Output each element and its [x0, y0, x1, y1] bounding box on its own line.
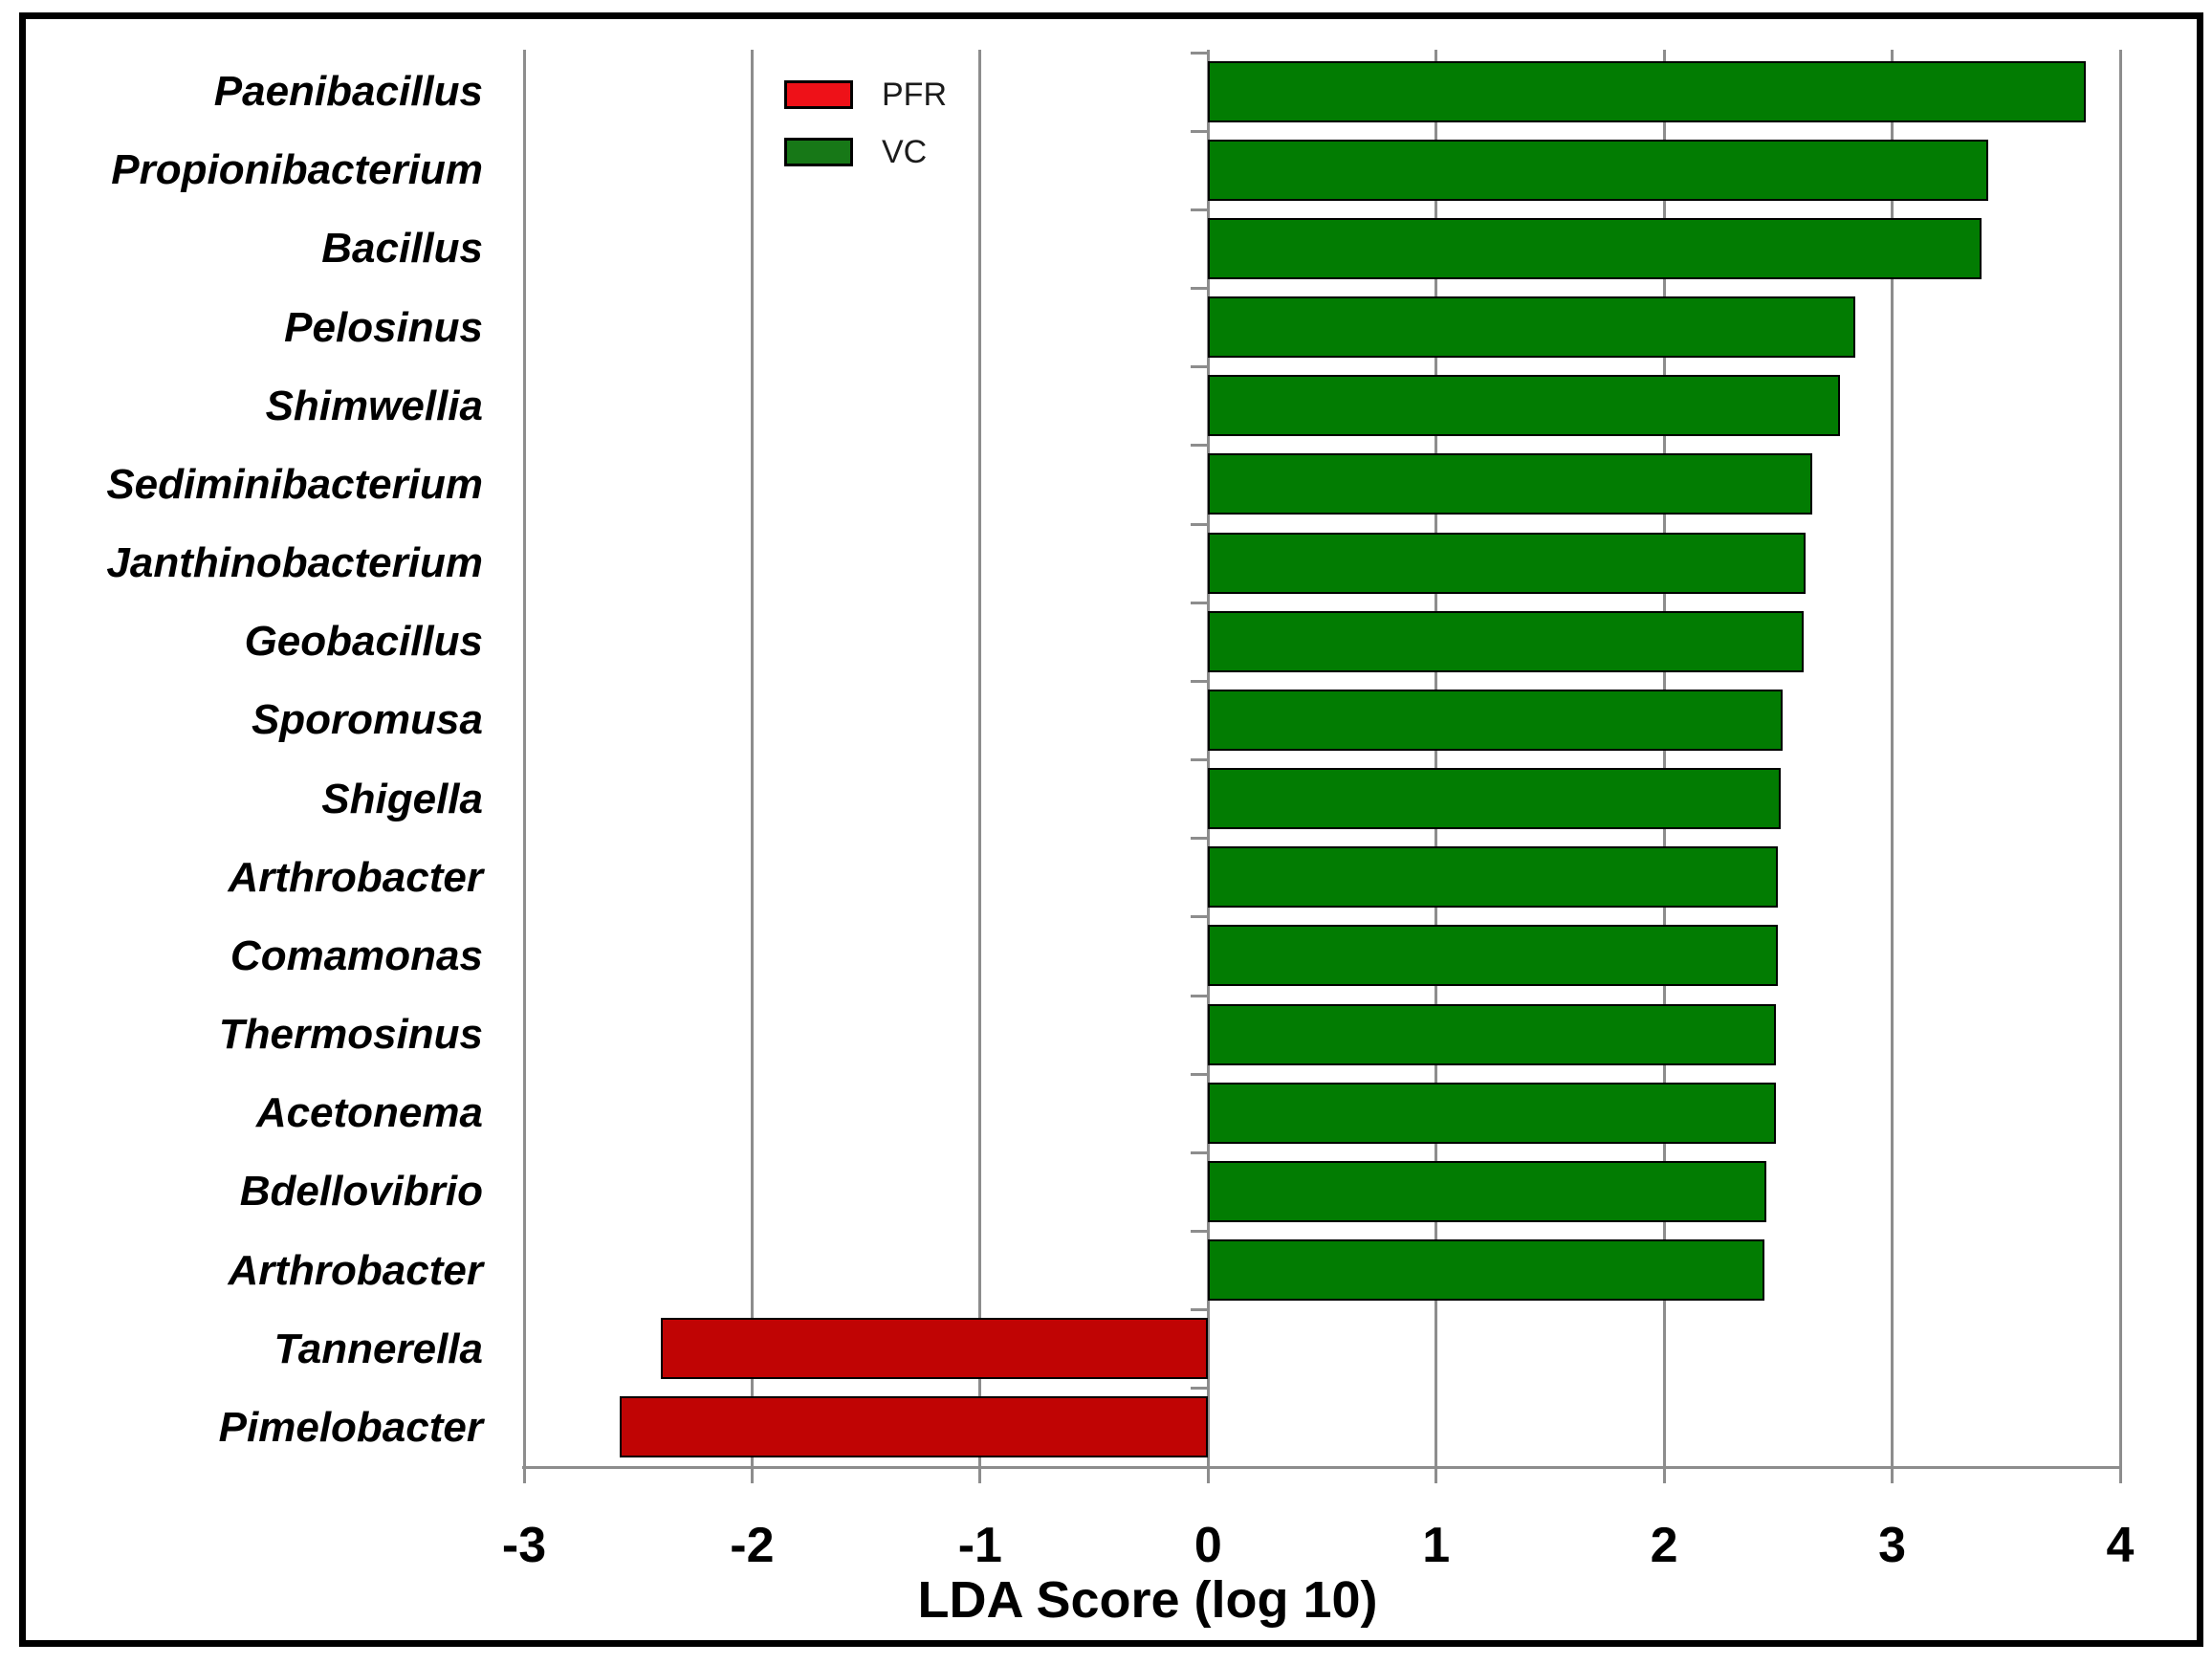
x-axis-title: LDA Score (log 10)	[917, 1571, 1378, 1629]
plot-gridline	[750, 50, 754, 1467]
category-label: Thermosinus	[218, 1011, 483, 1059]
x-tick-label: 0	[1194, 1518, 1222, 1573]
bar-vc	[1208, 925, 1779, 987]
bar-vc	[1208, 1239, 1765, 1301]
bar-vc	[1208, 375, 1840, 437]
category-label: Sediminibacterium	[106, 460, 483, 508]
bar-vc	[1208, 296, 1856, 358]
category-label: Arthrobacter	[228, 1246, 484, 1294]
category-label: Acetonema	[255, 1089, 483, 1137]
plot-gridline	[522, 50, 526, 1467]
x-tick-label: 1	[1422, 1518, 1451, 1573]
category-label: Bacillus	[321, 225, 483, 273]
plot-gridline	[2118, 50, 2122, 1467]
bar-vc	[1208, 610, 1804, 672]
category-label: Janthinobacterium	[106, 539, 483, 587]
x-axis-line	[522, 1466, 2122, 1469]
x-axis-tick	[522, 1467, 526, 1483]
legend-swatch	[784, 138, 853, 166]
category-label: Pimelobacter	[218, 1403, 483, 1451]
x-axis-tick	[1662, 1467, 1666, 1483]
x-tick-label: -1	[957, 1518, 1002, 1573]
category-label: Pelosinus	[284, 303, 483, 351]
category-tick	[1191, 1308, 1209, 1312]
plot-gridline	[1435, 50, 1438, 1467]
category-tick	[1191, 1387, 1209, 1391]
category-tick	[1191, 522, 1209, 526]
plot-gridline	[1662, 50, 1666, 1467]
category-label: Comamonas	[230, 931, 483, 979]
x-tick-label: 3	[1878, 1518, 1907, 1573]
x-axis-tick	[1891, 1467, 1894, 1483]
category-tick	[1191, 994, 1209, 997]
legend-item: PFR	[784, 78, 947, 111]
bar-pfr	[661, 1318, 1209, 1380]
category-label: Paenibacillus	[213, 68, 483, 116]
category-label: Propionibacterium	[111, 146, 483, 194]
category-tick	[1191, 1072, 1209, 1076]
category-tick	[1191, 365, 1209, 369]
plot-gridline	[1891, 50, 1894, 1467]
category-tick	[1191, 601, 1209, 604]
figure-border	[19, 12, 2203, 1647]
bar-vc	[1208, 1082, 1776, 1144]
category-tick	[1191, 1150, 1209, 1154]
legend-swatch	[784, 80, 853, 109]
category-label: Bdellovibrio	[239, 1168, 483, 1216]
x-axis-tick	[1206, 1467, 1210, 1483]
category-tick	[1191, 679, 1209, 683]
x-tick-label: -3	[501, 1518, 547, 1573]
category-label: Tannerella	[274, 1325, 483, 1372]
bar-vc	[1208, 139, 1988, 201]
category-tick	[1191, 1230, 1209, 1233]
legend: PFR VC	[784, 78, 947, 168]
x-axis-tick	[750, 1467, 754, 1483]
bar-pfr	[620, 1396, 1209, 1458]
category-label: Geobacillus	[244, 618, 483, 666]
plot-gridline	[1206, 50, 1210, 1467]
x-tick-label: 4	[2106, 1518, 2135, 1573]
category-label: Sporomusa	[251, 696, 483, 744]
category-label: Shimwellia	[265, 382, 483, 429]
bar-vc	[1208, 1003, 1776, 1065]
x-axis-tick	[1435, 1467, 1438, 1483]
plot-gridline	[978, 50, 982, 1467]
bar-vc	[1208, 453, 1813, 515]
category-tick	[1191, 208, 1209, 211]
x-axis-tick	[2118, 1467, 2122, 1483]
bar-vc	[1208, 217, 1982, 279]
category-label: Shigella	[321, 775, 483, 822]
x-axis-tick	[978, 1467, 982, 1483]
legend-label: VC	[882, 134, 928, 170]
category-tick	[1191, 287, 1209, 290]
category-tick	[1191, 444, 1209, 448]
bar-vc	[1208, 60, 2087, 122]
x-tick-label: -2	[730, 1518, 775, 1573]
x-tick-label: 2	[1650, 1518, 1678, 1573]
category-tick	[1191, 837, 1209, 841]
bar-vc	[1208, 689, 1784, 751]
bar-vc	[1208, 1160, 1767, 1222]
bar-vc	[1208, 532, 1806, 594]
legend-item: VC	[784, 136, 947, 168]
bar-vc	[1208, 768, 1781, 829]
category-label: Arthrobacter	[228, 853, 484, 901]
category-tick	[1191, 915, 1209, 919]
category-tick	[1191, 758, 1209, 761]
legend-label: PFR	[882, 77, 947, 113]
bar-vc	[1208, 846, 1779, 909]
category-tick	[1191, 51, 1209, 55]
category-tick	[1191, 129, 1209, 133]
